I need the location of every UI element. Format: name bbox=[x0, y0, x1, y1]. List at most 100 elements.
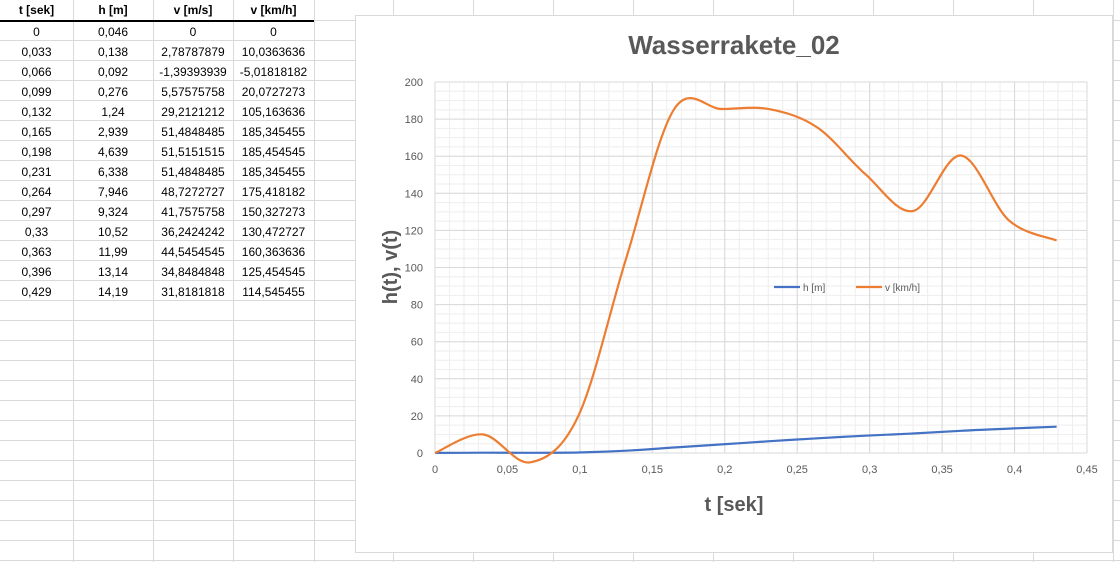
series-line-0 bbox=[434, 425, 1057, 454]
table-cell[interactable]: 0,429 bbox=[21, 285, 52, 299]
chart-title: Wasserrakete_02 bbox=[628, 30, 840, 60]
table-cell[interactable]: 114,545455 bbox=[242, 285, 305, 299]
table-cell[interactable]: 13,14 bbox=[97, 265, 129, 279]
table-cell[interactable]: 5,57575758 bbox=[161, 85, 225, 99]
y-tick-label: 100 bbox=[405, 263, 423, 275]
table-cell[interactable]: 2,78787879 bbox=[161, 45, 225, 59]
y-tick-label: 180 bbox=[405, 114, 423, 126]
column-gridline bbox=[73, 0, 74, 562]
x-tick-label: 0,35 bbox=[931, 464, 952, 476]
x-tick-label: 0,3 bbox=[862, 464, 877, 476]
table-cell[interactable]: 2,939 bbox=[97, 125, 129, 139]
table-cell[interactable]: 10,52 bbox=[97, 225, 129, 239]
table-cell[interactable]: 0,092 bbox=[97, 65, 129, 79]
chart-area[interactable]: 0 0,05 0,1 0,15 0,2 0,25 0,3 0,35 0,4 0,45 0 20 40 60… bbox=[355, 15, 1113, 553]
table-cell[interactable]: 0,066 bbox=[21, 65, 52, 79]
table-cell[interactable]: 10,0363636 bbox=[241, 45, 306, 59]
table-cell[interactable]: 44,5454545 bbox=[161, 245, 225, 259]
table-cell[interactable]: 4,639 bbox=[97, 145, 129, 159]
table-cell[interactable]: 41,7575758 bbox=[161, 205, 225, 219]
table-cell[interactable]: 185,345455 bbox=[241, 165, 306, 179]
table-cell[interactable]: 105,163636 bbox=[241, 105, 306, 119]
x-tick-label: 0,2 bbox=[717, 464, 732, 476]
y-tick-label: 0 bbox=[417, 448, 423, 460]
table-cell[interactable]: 0,099 bbox=[21, 85, 52, 99]
table-cell[interactable]: 1,24 bbox=[101, 105, 125, 119]
table-cell[interactable]: 150,327273 bbox=[241, 205, 306, 219]
table-cell[interactable]: 125,454545 bbox=[241, 265, 306, 279]
y-axis-title: h(t), v(t) bbox=[380, 230, 402, 304]
table-cell[interactable]: 0,396 bbox=[21, 265, 52, 279]
table-cell[interactable]: 0,33 bbox=[24, 225, 49, 239]
table-cell[interactable]: 51,4848485 bbox=[161, 165, 225, 179]
x-tick-label: 0,25 bbox=[787, 464, 808, 476]
table-cell[interactable]: 6,338 bbox=[97, 165, 129, 179]
table-cell[interactable]: 0,276 bbox=[97, 85, 129, 99]
table-cell[interactable]: 20,0727273 bbox=[241, 85, 306, 99]
x-tick-label: 0,15 bbox=[642, 464, 663, 476]
table-cell[interactable]: 0,165 bbox=[21, 125, 52, 139]
column-header[interactable]: v [m/s] bbox=[173, 3, 213, 17]
header-underline bbox=[0, 20, 314, 22]
table-cell[interactable]: 51,4848485 bbox=[161, 125, 225, 139]
table-cell[interactable]: 0,231 bbox=[21, 165, 52, 179]
table-cell[interactable]: -1,39393939 bbox=[159, 65, 227, 79]
series-line-1 bbox=[434, 97, 1058, 464]
y-tick-label: 20 bbox=[411, 411, 423, 423]
x-tick-label: 0,4 bbox=[1007, 464, 1022, 476]
table-cell[interactable]: 0 bbox=[189, 25, 197, 39]
table-cell[interactable]: 31,8181818 bbox=[161, 285, 225, 299]
column-header[interactable]: v [km/h] bbox=[250, 3, 297, 17]
x-tick-label: 0 bbox=[432, 464, 438, 476]
x-tick-label: 0,45 bbox=[1076, 464, 1097, 476]
table-cell[interactable]: -5,01818182 bbox=[239, 65, 308, 79]
table-cell[interactable]: 36,2424242 bbox=[161, 225, 225, 239]
table-cell[interactable]: 0,138 bbox=[97, 45, 129, 59]
table-cell[interactable]: 0,363 bbox=[21, 245, 52, 259]
table-cell[interactable]: 11,99 bbox=[98, 245, 128, 259]
y-tick-label: 40 bbox=[411, 374, 423, 386]
table-cell[interactable]: 0,264 bbox=[21, 185, 52, 199]
table-cell[interactable]: 0,046 bbox=[97, 25, 129, 39]
table-cell[interactable]: 0,198 bbox=[21, 145, 52, 159]
table-cell[interactable]: 175,418182 bbox=[241, 185, 306, 199]
table-cell[interactable]: 185,454545 bbox=[241, 145, 306, 159]
x-axis-title: t [sek] bbox=[705, 494, 764, 516]
chart-tick-labels: 0 0,05 0,1 0,15 0,2 0,25 0,3 0,35 0,4 0,45 0 20 40 60… bbox=[405, 77, 1098, 476]
chart-legend: h [m] v [km/h] bbox=[774, 283, 920, 294]
column-header[interactable]: h [m] bbox=[98, 3, 128, 17]
table-cell[interactable]: 34,8484848 bbox=[161, 265, 225, 279]
table-cell[interactable]: 0,033 bbox=[21, 45, 52, 59]
table-cell[interactable]: 9,324 bbox=[97, 205, 129, 219]
table-cell[interactable]: 0 bbox=[270, 25, 277, 39]
y-tick-label: 200 bbox=[405, 77, 423, 89]
table-cell[interactable]: 29,2121212 bbox=[161, 105, 225, 119]
table-cell[interactable]: 48,7272727 bbox=[161, 185, 225, 199]
table-cell[interactable]: 0 bbox=[33, 25, 40, 39]
column-gridline bbox=[1113, 0, 1114, 562]
table-cell[interactable]: 0,132 bbox=[21, 105, 52, 119]
table-cell[interactable]: 14,19 bbox=[97, 285, 129, 299]
column-gridline bbox=[233, 0, 234, 562]
table-cell[interactable]: 160,363636 bbox=[241, 245, 306, 259]
line-chart: 0 0,05 0,1 0,15 0,2 0,25 0,3 0,35 0,4 0,45 0 20 40 60… bbox=[380, 30, 1098, 516]
legend-label: v [km/h] bbox=[885, 283, 920, 294]
x-tick-label: 0,1 bbox=[572, 464, 587, 476]
column-header[interactable]: t [sek] bbox=[18, 3, 55, 17]
table-cell[interactable]: 185,345455 bbox=[241, 125, 306, 139]
column-gridline bbox=[153, 0, 154, 562]
chart-gridlines bbox=[434, 81, 1088, 454]
chart-series bbox=[434, 97, 1058, 464]
x-tick-label: 0,05 bbox=[497, 464, 518, 476]
y-tick-label: 80 bbox=[411, 300, 423, 312]
y-tick-label: 60 bbox=[411, 337, 423, 349]
y-tick-label: 160 bbox=[405, 151, 423, 163]
y-tick-label: 120 bbox=[405, 225, 423, 237]
row-gridline bbox=[0, 560, 1120, 561]
table-cell[interactable]: 51,5151515 bbox=[161, 145, 225, 159]
table-cell[interactable]: 0,297 bbox=[21, 205, 52, 219]
table-cell[interactable]: 130,472727 bbox=[241, 225, 306, 239]
y-tick-label: 140 bbox=[405, 188, 423, 200]
legend-label: h [m] bbox=[803, 283, 825, 294]
table-cell[interactable]: 7,946 bbox=[97, 185, 129, 199]
